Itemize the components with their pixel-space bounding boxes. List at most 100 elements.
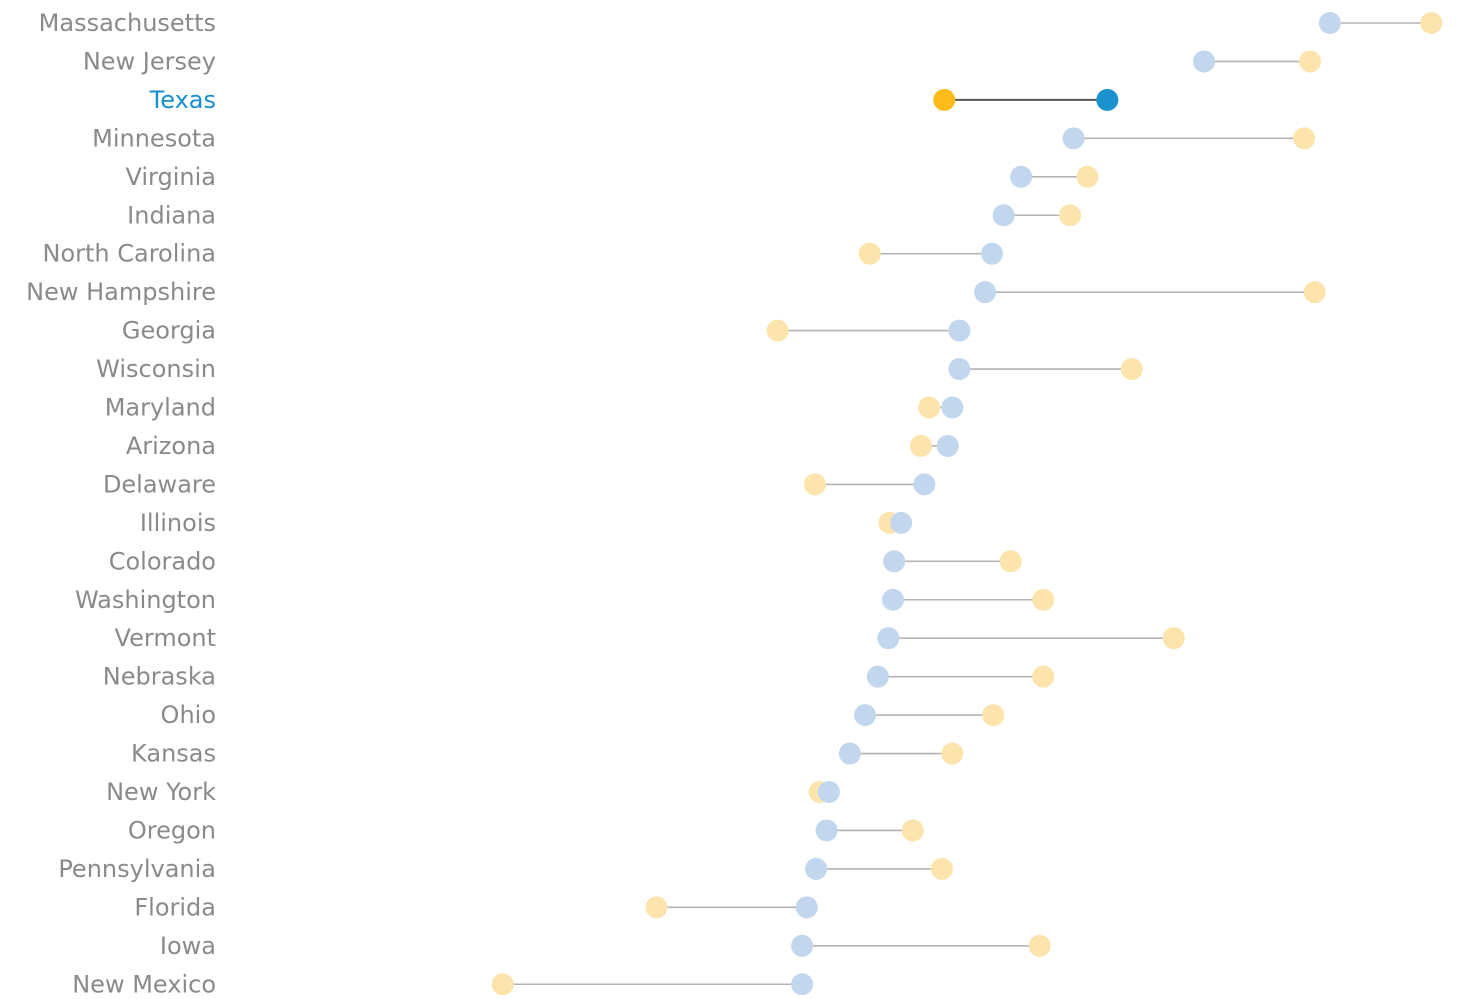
yellow-dot [1303, 281, 1326, 304]
yellow-dot [1032, 588, 1055, 611]
blue-dot [817, 781, 840, 803]
blue-dot [941, 396, 964, 419]
yellow-dot [901, 819, 924, 842]
row-label: North Carolina [43, 240, 217, 268]
yellow-dot [1162, 627, 1185, 650]
blue-dot [948, 358, 971, 381]
row-illinois: Illinois [140, 509, 913, 537]
row-vermont: Vermont [115, 624, 1185, 652]
blue-dot [883, 550, 906, 573]
row-label: Oregon [128, 816, 216, 844]
row-label: Kansas [131, 740, 216, 768]
yellow-dot [1293, 127, 1316, 150]
blue-dot [974, 281, 997, 304]
row-texas: Texas [149, 86, 1119, 114]
row-label: Pennsylvania [58, 855, 216, 883]
row-label: New Jersey [83, 47, 216, 75]
blue-dot [948, 319, 971, 342]
row-new-hampshire: New Hampshire [26, 278, 1326, 306]
row-new-jersey: New Jersey [83, 47, 1322, 75]
row-label: Texas [149, 86, 216, 114]
row-label: Delaware [103, 470, 216, 498]
row-pennsylvania: Pennsylvania [58, 855, 953, 883]
yellow-dot [1076, 165, 1099, 188]
blue-dot [913, 473, 936, 496]
row-delaware: Delaware [103, 470, 936, 498]
row-label: Virginia [126, 163, 217, 191]
row-label: Florida [134, 893, 216, 921]
row-virginia: Virginia [126, 163, 1099, 191]
row-ohio: Ohio [161, 701, 1005, 729]
blue-dot [981, 242, 1004, 265]
row-label: Nebraska [103, 663, 216, 691]
blue-dot [791, 973, 814, 996]
row-massachusetts: Massachusetts [39, 9, 1443, 37]
row-wisconsin: Wisconsin [96, 355, 1143, 383]
row-label: Iowa [160, 932, 216, 960]
row-north-carolina: North Carolina [43, 240, 1004, 268]
yellow-dot [909, 434, 932, 457]
yellow-dot [858, 242, 881, 265]
blue-dot [1010, 165, 1033, 188]
row-arizona: Arizona [126, 432, 959, 460]
yellow-dot [933, 88, 956, 111]
yellow-dot [999, 550, 1022, 573]
row-label: Maryland [105, 394, 216, 422]
blue-dot [1193, 50, 1216, 73]
blue-dot [854, 704, 877, 727]
row-label: Arizona [126, 432, 216, 460]
row-nebraska: Nebraska [103, 663, 1055, 691]
yellow-dot [766, 319, 789, 342]
yellow-dot [1299, 50, 1322, 73]
blue-dot [815, 819, 838, 842]
blue-dot [838, 742, 861, 765]
row-iowa: Iowa [160, 932, 1051, 960]
blue-dot [866, 665, 889, 688]
yellow-dot [1059, 204, 1082, 227]
row-label: New Mexico [72, 970, 216, 995]
row-colorado: Colorado [109, 547, 1022, 575]
row-georgia: Georgia [122, 317, 971, 345]
row-label: New York [106, 778, 216, 806]
row-label: Ohio [161, 701, 216, 729]
yellow-dot [645, 896, 668, 919]
row-label: Wisconsin [96, 355, 216, 383]
blue-dot [1318, 12, 1341, 34]
yellow-dot [941, 742, 964, 765]
yellow-dot [803, 473, 826, 496]
blue-dot [881, 588, 904, 611]
row-label: Illinois [140, 509, 216, 537]
yellow-dot [930, 857, 953, 880]
yellow-dot [1028, 934, 1051, 957]
row-maryland: Maryland [105, 394, 964, 422]
row-label: New Hampshire [26, 278, 216, 306]
row-oregon: Oregon [128, 816, 924, 844]
row-florida: Florida [134, 893, 818, 921]
blue-dot [791, 934, 814, 957]
row-label: Washington [75, 586, 216, 614]
yellow-dot [1032, 665, 1055, 688]
blue-dot [877, 627, 900, 650]
blue-dot [1096, 88, 1119, 111]
yellow-dot [982, 704, 1005, 727]
row-label: Indiana [127, 201, 216, 229]
row-label: Massachusetts [39, 9, 216, 37]
blue-dot [1062, 127, 1085, 150]
blue-dot [795, 896, 818, 919]
yellow-dot [918, 396, 941, 419]
yellow-dot [1120, 358, 1143, 381]
row-new-york: New York [106, 778, 840, 806]
blue-dot [890, 511, 913, 534]
row-kansas: Kansas [131, 740, 964, 768]
yellow-dot [1420, 12, 1443, 34]
blue-dot [805, 857, 828, 880]
blue-dot [936, 434, 959, 457]
row-new-mexico: New Mexico [72, 970, 814, 998]
row-minnesota: Minnesota [92, 124, 1316, 152]
row-indiana: Indiana [127, 201, 1082, 229]
row-washington: Washington [75, 586, 1055, 614]
row-label: Colorado [109, 547, 216, 575]
row-label: Vermont [115, 624, 216, 652]
row-label: Georgia [122, 317, 216, 345]
